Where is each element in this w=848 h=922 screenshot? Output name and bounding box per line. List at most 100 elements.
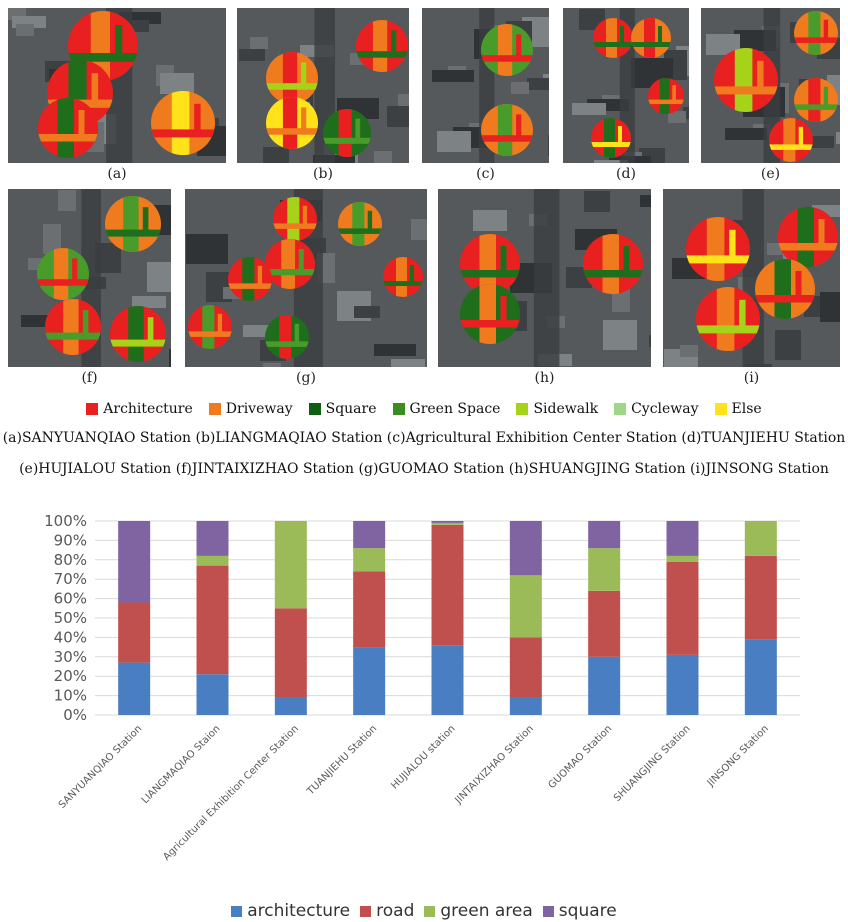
- stacked-bar-chart: 0%10% 20%30% 40%50%60% 70%80% 90%100% SANYUAN…: [44, 512, 800, 863]
- segmented-region: [769, 118, 813, 162]
- bar-segment: [196, 555, 229, 566]
- caption-line-2: (e)HUJIALOU Station (f)JINTAIXIZHAO Stat…: [19, 461, 829, 477]
- chart-legend: architecture road green area square: [0, 900, 848, 922]
- segmented-region: [583, 234, 643, 294]
- bar-segment: [588, 521, 621, 549]
- bar-segment: [431, 524, 464, 646]
- segmentation-panel: [663, 189, 840, 367]
- legend-label: architecture: [247, 901, 351, 921]
- x-tick-label: LIANGMAQIAO Staion: [140, 723, 223, 806]
- x-tick-label: Agricultural Exhibition Center Station: [161, 723, 301, 863]
- segmented-region: [356, 20, 408, 72]
- segmented-region: [481, 104, 533, 156]
- bar-segment: [588, 656, 621, 715]
- bar-segment: [509, 521, 542, 576]
- segmented-region: [696, 287, 760, 351]
- y-tick-label: 60%: [54, 590, 87, 608]
- y-tick-label: 80%: [54, 551, 87, 569]
- class-legend-item: Else: [714, 401, 762, 417]
- x-tick-label: JINTAIXIZHAO Station: [453, 723, 536, 806]
- segmentation-panel: [563, 8, 689, 163]
- chart-legend-item: square: [542, 901, 617, 921]
- x-tick-label: HUJIALOU station: [389, 723, 457, 791]
- panel-label: (g): [296, 370, 316, 386]
- bar-segment: [509, 575, 542, 638]
- bar-segment: [588, 590, 621, 657]
- legend-swatch: [424, 905, 436, 917]
- segmented-region: [188, 305, 232, 349]
- segmentation-panel: [422, 8, 549, 163]
- segmented-region: [273, 197, 317, 241]
- y-tick-label: 20%: [54, 667, 87, 685]
- aerial-image: [8, 8, 226, 163]
- legend-label: Cycleway: [631, 401, 699, 417]
- legend-swatch: [231, 905, 243, 917]
- segmented-region: [151, 91, 215, 155]
- legend-swatch: [714, 403, 727, 415]
- segmented-region: [593, 18, 633, 58]
- aerial-image: [563, 8, 689, 163]
- aerial-image: [185, 189, 427, 367]
- bar-segment: [274, 608, 307, 698]
- x-tick-label: JINSONG Station: [705, 723, 771, 789]
- caption-line-1: (a)SANYUANQIAO Station (b)LIANGMAQIAO St…: [2, 430, 846, 446]
- aerial-image: [8, 189, 171, 367]
- bar-segment: [744, 639, 777, 715]
- segmentation-panel: [8, 8, 226, 163]
- segmentation-panel: [185, 189, 427, 367]
- segmented-region: [460, 234, 520, 294]
- legend-swatch: [542, 905, 554, 917]
- bar-segment: [196, 521, 229, 556]
- aerial-image: [438, 189, 651, 367]
- legend-swatch: [360, 905, 372, 917]
- segmented-region: [38, 98, 98, 158]
- y-tick-label: 70%: [54, 570, 87, 588]
- legend-label: Square: [325, 401, 377, 417]
- y-tick-label: 10%: [54, 687, 87, 705]
- chart-legend-item: architecture: [231, 901, 350, 921]
- segmented-region: [755, 259, 815, 319]
- legend-label: Else: [731, 401, 762, 417]
- bar-segment: [666, 654, 699, 715]
- class-legend-item: Cycleway: [614, 401, 699, 417]
- bar-segment: [666, 555, 699, 562]
- class-legend-item: Sidewalk: [516, 401, 598, 417]
- y-tick-label: 90%: [54, 531, 87, 549]
- segmented-region: [714, 48, 778, 112]
- y-tick-label: 30%: [54, 648, 87, 666]
- aerial-image: [701, 8, 840, 163]
- legend-label: road: [376, 901, 415, 921]
- segmented-region: [383, 257, 423, 297]
- bar-segment: [431, 645, 464, 715]
- class-legend-item: Architecture: [86, 401, 193, 417]
- chart-legend-item: green area: [424, 901, 533, 921]
- legend-label: square: [558, 901, 617, 921]
- legend-swatch: [614, 403, 627, 415]
- bar-segment: [666, 521, 699, 556]
- bar-segment: [353, 548, 386, 572]
- bar-segment: [666, 561, 699, 655]
- aerial-image: [422, 8, 549, 163]
- segmented-region: [266, 52, 318, 104]
- segmented-region: [110, 306, 166, 362]
- legend-swatch: [208, 403, 221, 415]
- aerial-image: [237, 8, 409, 163]
- x-tick-label: GUOMAO Station: [547, 723, 615, 791]
- y-tick-label: 40%: [54, 628, 87, 646]
- class-legend: Architecture Driveway Square Green Space Sid…: [0, 398, 848, 420]
- segmented-region: [481, 24, 533, 76]
- bar-segment: [509, 637, 542, 698]
- bar-segment: [118, 602, 151, 663]
- bar-segment: [353, 647, 386, 715]
- bar-segment: [274, 697, 307, 715]
- segmented-region: [45, 299, 101, 355]
- panel-label: (a): [107, 166, 127, 182]
- bar-segment: [118, 521, 151, 603]
- segmented-region: [266, 97, 318, 149]
- segmented-region: [686, 217, 750, 281]
- y-tick-label: 100%: [44, 512, 87, 530]
- bar-segment: [509, 697, 542, 715]
- segmented-region: [631, 18, 671, 58]
- legend-swatch: [516, 403, 529, 415]
- legend-swatch: [86, 403, 99, 415]
